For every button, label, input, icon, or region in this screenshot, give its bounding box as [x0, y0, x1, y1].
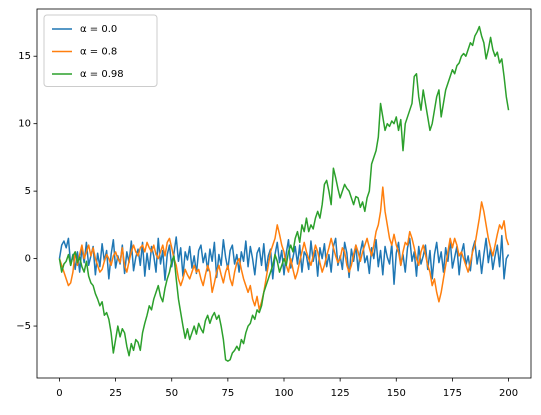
x-tick-label: 75 [221, 388, 234, 399]
x-tick-label: 0 [56, 388, 62, 399]
x-tick-label: 175 [443, 388, 462, 399]
y-tick-label: −5 [16, 321, 31, 332]
legend-label: α = 0.0 [80, 24, 117, 35]
series-line [58, 25, 510, 362]
y-tick-label: 10 [18, 119, 31, 130]
x-tick-label: 25 [109, 388, 122, 399]
legend-label: α = 0.8 [80, 47, 117, 58]
y-tick-label: 15 [18, 51, 31, 62]
x-tick-label: 100 [274, 388, 293, 399]
series-line [58, 186, 510, 311]
legend-label: α = 0.98 [80, 69, 124, 80]
legend-box [43, 14, 158, 87]
y-tick-label: 0 [25, 254, 31, 265]
x-tick-label: 50 [165, 388, 178, 399]
x-tick-label: 125 [331, 388, 350, 399]
y-tick-label: 5 [25, 186, 31, 197]
x-tick-label: 150 [387, 388, 406, 399]
x-tick-label: 200 [499, 388, 518, 399]
series-line [58, 234, 510, 285]
